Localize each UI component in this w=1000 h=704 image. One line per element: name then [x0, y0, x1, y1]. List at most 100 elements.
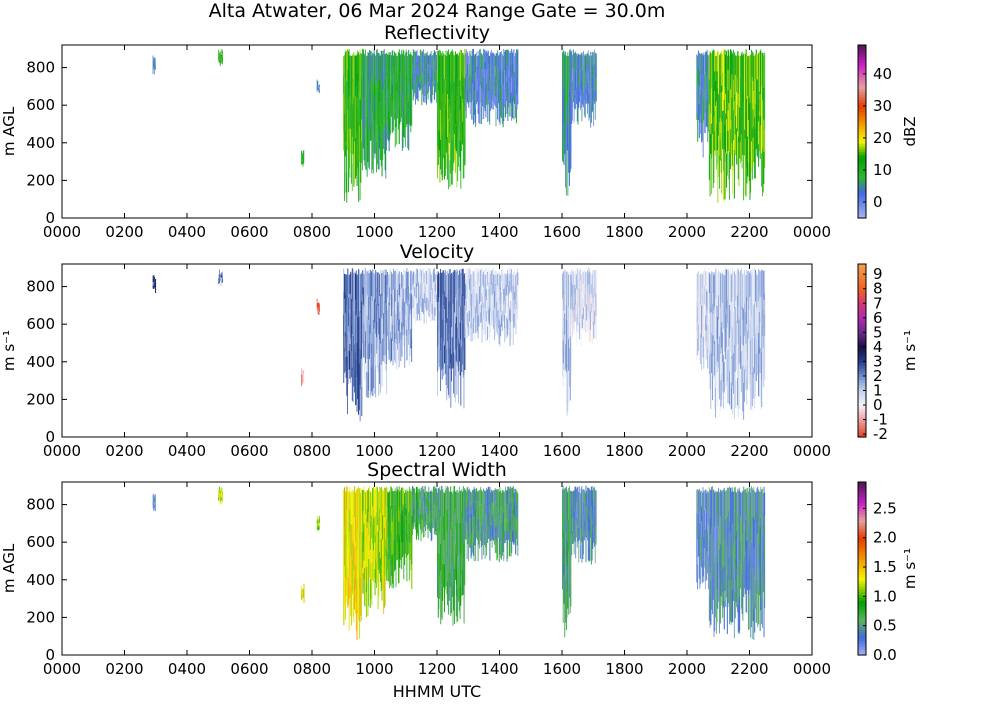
echo-cell	[571, 533, 573, 556]
echo-cell	[579, 54, 581, 69]
echo-cell	[489, 523, 491, 543]
echo-cell	[365, 516, 368, 542]
colorbar-swatch	[858, 200, 866, 205]
echo-cell	[721, 347, 723, 374]
echo-cell	[301, 592, 303, 595]
echo-cell	[565, 522, 567, 559]
echo-cell	[697, 85, 700, 103]
echo-cell	[301, 594, 303, 598]
echo-cell	[726, 269, 728, 309]
echo-cell	[719, 272, 721, 308]
echo-cell	[318, 522, 320, 527]
echo-cell	[438, 272, 440, 298]
echo-cell	[482, 318, 484, 330]
echo-cell	[378, 569, 380, 597]
echo-cell	[438, 297, 440, 322]
echo-cell	[460, 536, 462, 560]
echo-cell	[741, 306, 743, 345]
echo-cell	[423, 496, 425, 507]
echo-cell	[590, 105, 592, 123]
echo-cell	[512, 321, 514, 345]
echo-cell	[369, 341, 371, 360]
echo-cell	[319, 308, 320, 311]
echo-cell	[486, 542, 488, 556]
echo-cell	[460, 273, 462, 307]
echo-cell	[696, 559, 698, 583]
echo-cell	[454, 562, 456, 580]
x-tick-label: 0200	[105, 442, 143, 460]
echo-cell	[426, 79, 428, 94]
echo-cell	[583, 318, 585, 331]
x-tick-label: 1800	[605, 660, 643, 678]
echo-cell	[301, 150, 302, 154]
echo-cell	[743, 53, 745, 103]
echo-cell	[737, 343, 739, 381]
echo-cell	[704, 54, 705, 75]
echo-cell	[715, 56, 717, 79]
echo-cell	[451, 139, 453, 185]
echo-cell	[412, 55, 414, 65]
echo-cell	[388, 491, 390, 515]
echo-cell	[564, 313, 566, 335]
echo-cell	[708, 333, 710, 355]
echo-cell	[585, 312, 587, 333]
echo-cell	[408, 273, 410, 304]
echo-cell	[303, 161, 305, 164]
echo-cell	[704, 315, 706, 331]
echo-cell	[481, 292, 483, 318]
colorbar-swatch	[858, 79, 866, 84]
echo-cell	[448, 269, 450, 302]
echo-cell	[411, 540, 413, 565]
echo-cell	[382, 564, 384, 589]
echo-cell	[382, 338, 384, 362]
echo-cell	[369, 269, 371, 302]
echo-cell	[504, 491, 505, 505]
echo-cell	[448, 491, 450, 514]
echo-cell	[433, 50, 435, 61]
echo-cell	[578, 53, 580, 68]
echo-cell	[472, 489, 475, 503]
echo-cell	[760, 517, 762, 549]
echo-cell	[435, 81, 437, 92]
echo-cell	[450, 112, 452, 143]
echo-cell	[745, 297, 747, 321]
echo-cell	[701, 515, 703, 538]
echo-cell	[494, 86, 496, 97]
echo-cell	[722, 592, 724, 618]
echo-cell	[565, 487, 567, 533]
echo-cell	[746, 140, 748, 184]
echo-cell	[447, 270, 449, 295]
echo-cell	[426, 285, 428, 298]
echo-cell	[380, 79, 382, 109]
echo-cell	[416, 74, 418, 87]
echo-cell	[729, 304, 730, 339]
echo-cell	[754, 576, 756, 605]
echo-cell	[751, 102, 753, 129]
echo-cell	[465, 507, 467, 524]
echo-cell	[422, 501, 424, 514]
echo-cell	[354, 296, 356, 321]
echo-cell	[497, 501, 499, 514]
echo-cell	[392, 273, 394, 297]
echo-cell	[568, 551, 570, 584]
echo-cell	[347, 89, 349, 110]
echo-cell	[513, 531, 515, 545]
echo-cell	[317, 524, 319, 528]
echo-cell	[577, 53, 579, 72]
echo-cell	[301, 378, 303, 384]
echo-cell	[443, 53, 445, 75]
echo-cell	[303, 381, 305, 386]
colorbar-swatch	[858, 496, 866, 500]
colorbar-swatch	[858, 183, 866, 187]
echo-cell	[452, 131, 454, 171]
colorbar-swatch	[858, 50, 866, 55]
echo-cell	[476, 55, 478, 68]
echo-cell	[469, 268, 470, 279]
echo-cell	[475, 543, 477, 561]
echo-cell	[401, 514, 403, 542]
echo-cell	[754, 579, 756, 609]
echo-cell	[505, 75, 507, 89]
echo-cell	[487, 77, 489, 91]
echo-cell	[726, 526, 727, 562]
echo-cell	[712, 367, 714, 401]
